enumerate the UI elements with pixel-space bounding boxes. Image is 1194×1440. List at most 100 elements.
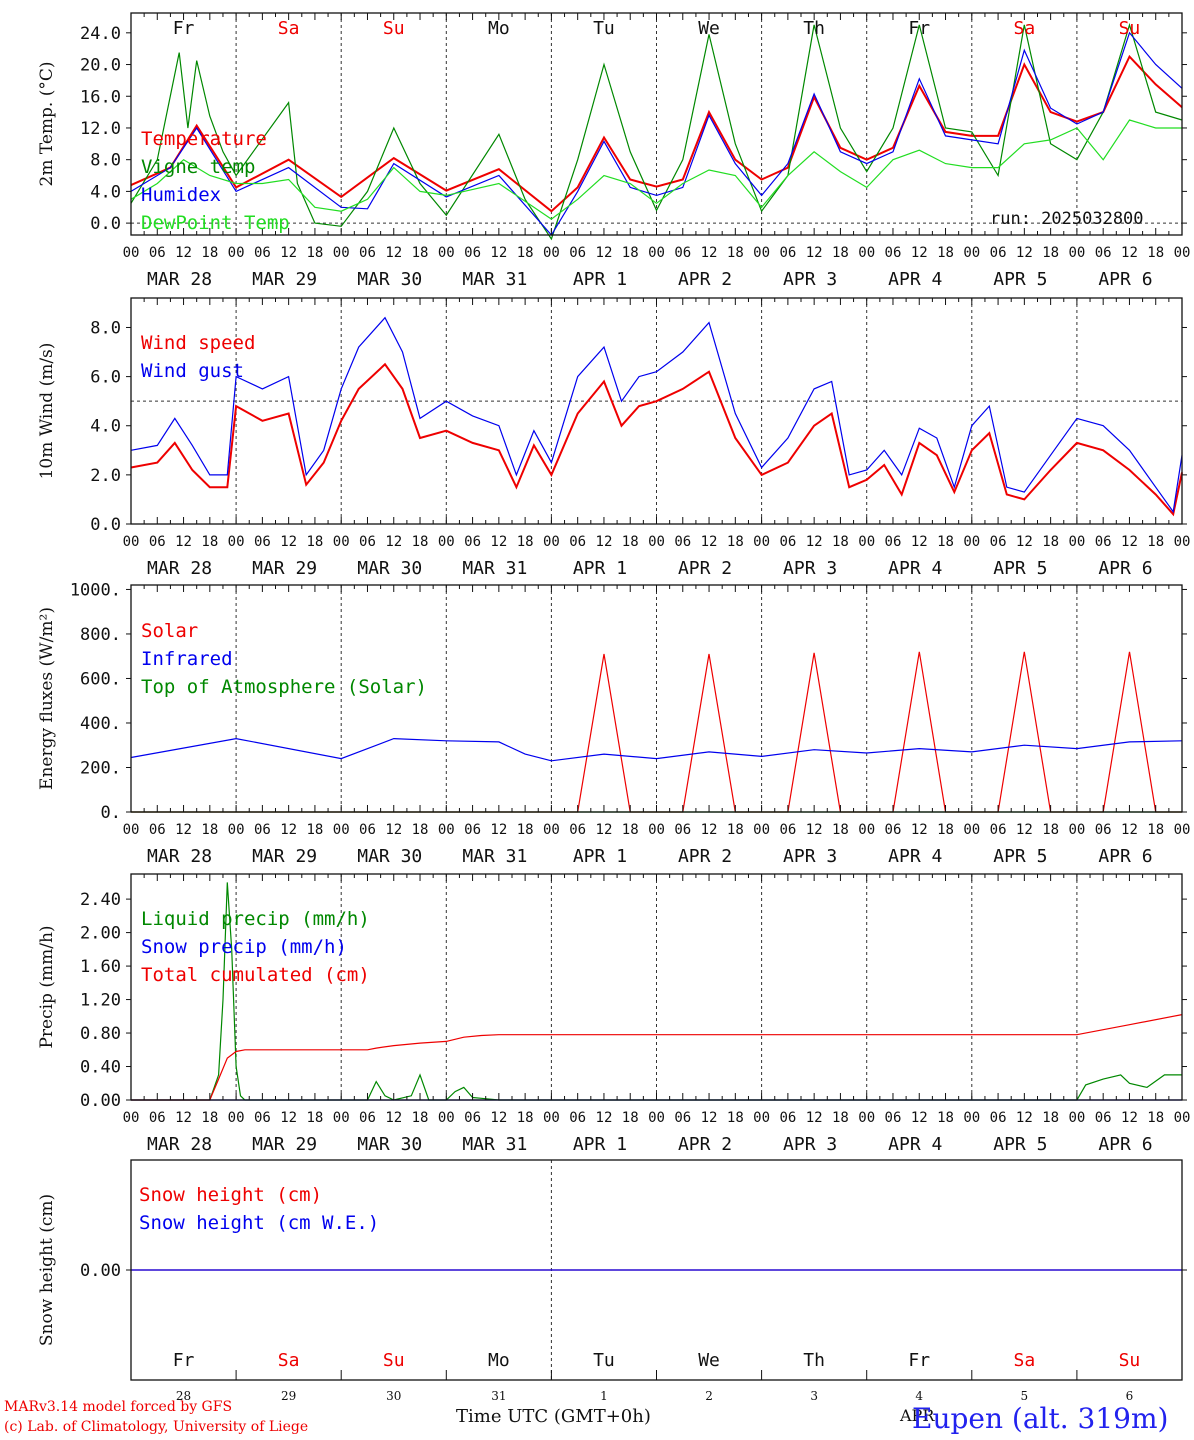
- hour-label: 12: [701, 822, 718, 838]
- hour-label: 12: [280, 534, 297, 550]
- hour-label: 12: [385, 822, 402, 838]
- date-label: MAR 29: [252, 846, 317, 867]
- hour-label: 06: [779, 245, 796, 261]
- date-number-label: 3: [810, 1389, 818, 1403]
- hour-label: 00: [123, 534, 140, 550]
- hour-label: 06: [149, 534, 166, 550]
- hour-label: 18: [412, 822, 429, 838]
- weekday-label: Su: [383, 1350, 405, 1371]
- hour-label: 00: [1068, 245, 1085, 261]
- hour-label: 18: [1147, 245, 1164, 261]
- hour-label: 00: [963, 1110, 980, 1126]
- hour-label: 18: [517, 822, 534, 838]
- legend-entry: Wind speed: [141, 332, 255, 354]
- date-label: APR 1: [573, 846, 627, 867]
- weekday-label: Su: [1119, 1350, 1141, 1371]
- date-label: APR 2: [678, 1134, 732, 1155]
- hour-label: 12: [490, 245, 507, 261]
- hour-label: 00: [1068, 1110, 1085, 1126]
- y-tick-label: 4.0: [90, 182, 121, 202]
- hour-label: 12: [1016, 1110, 1033, 1126]
- hour-label: 18: [622, 245, 639, 261]
- hour-label: 18: [622, 822, 639, 838]
- hour-label: 00: [858, 245, 875, 261]
- y-tick-label: 600.: [80, 669, 121, 689]
- panel-4: 0.00 0.40 0.80 1.20 1.60 2.00 2.40 Precip (mm/h…: [37, 873, 1190, 1155]
- hour-label: 00: [1174, 822, 1191, 838]
- hour-label: 12: [490, 822, 507, 838]
- hour-label: 18: [1042, 1110, 1059, 1126]
- series-line-3-2: [130, 737, 1183, 762]
- y-tick-label: 200.: [80, 758, 121, 778]
- hour-label: 12: [490, 534, 507, 550]
- hour-label: 06: [885, 1110, 902, 1126]
- y-tick-label: 2.0: [90, 466, 121, 486]
- hour-label: 00: [123, 1110, 140, 1126]
- date-label: MAR 29: [252, 558, 317, 579]
- hour-label: 12: [911, 534, 928, 550]
- hour-label: 00: [543, 245, 560, 261]
- hour-label: 06: [569, 822, 586, 838]
- hour-label: 12: [596, 534, 613, 550]
- hour-label: 00: [438, 245, 455, 261]
- date-label: APR 5: [993, 558, 1047, 579]
- hour-label: 18: [937, 245, 954, 261]
- hour-label: 06: [674, 534, 691, 550]
- hour-label: 12: [175, 534, 192, 550]
- hour-label: 06: [779, 822, 796, 838]
- hour-label: 18: [412, 534, 429, 550]
- weekday-label: Su: [1119, 18, 1141, 39]
- date-number-label: 5: [1021, 1389, 1029, 1403]
- hour-label: 06: [990, 1110, 1007, 1126]
- hour-label: 18: [1042, 822, 1059, 838]
- legend-entry: Top of Atmosphere (Solar): [141, 676, 427, 698]
- series-line-1-4: [130, 119, 1182, 220]
- hour-label: 18: [517, 245, 534, 261]
- y-tick-label: 20.0: [80, 56, 121, 76]
- hour-label: 18: [306, 245, 323, 261]
- hour-label: 12: [596, 822, 613, 838]
- date-number-label: 1: [600, 1389, 608, 1403]
- date-label: APR 3: [783, 558, 837, 579]
- hour-label: 12: [806, 245, 823, 261]
- weekday-label: Fr: [173, 1350, 195, 1371]
- hour-label: 12: [911, 822, 928, 838]
- hour-label: 00: [543, 534, 560, 550]
- hour-label: 12: [385, 1110, 402, 1126]
- y-tick-label: 24.0: [80, 24, 121, 44]
- hour-label: 18: [1042, 245, 1059, 261]
- hour-label: 00: [1068, 534, 1085, 550]
- hour-label: 00: [333, 822, 350, 838]
- weekday-label: Mo: [488, 18, 510, 39]
- panel-1: 0.0 4.0 8.0 12.0 16.0 20.0 24.0 2m Temp. (°C) Te…: [37, 12, 1190, 290]
- hour-label: 06: [254, 245, 271, 261]
- x-axis-title: Time UTC (GMT+0h): [456, 1406, 651, 1427]
- weekday-label: Tu: [593, 18, 615, 39]
- weekday-label: Sa: [278, 18, 300, 39]
- y-tick-label: 12.0: [80, 119, 121, 139]
- hour-label: 06: [254, 822, 271, 838]
- hour-label: 18: [412, 1110, 429, 1126]
- weekday-label: Sa: [1014, 1350, 1036, 1371]
- hour-label: 12: [701, 534, 718, 550]
- hour-label: 00: [333, 534, 350, 550]
- hour-label: 18: [1147, 1110, 1164, 1126]
- series-line-2-2: [130, 316, 1183, 514]
- weekday-label: Th: [803, 1350, 825, 1371]
- date-label: APR 4: [888, 846, 942, 867]
- hour-label: 00: [333, 1110, 350, 1126]
- date-number-label: 6: [1126, 1389, 1134, 1403]
- hour-label: 12: [701, 245, 718, 261]
- hour-label: 06: [464, 245, 481, 261]
- date-label: APR 1: [573, 1134, 627, 1155]
- hour-label: 06: [569, 245, 586, 261]
- hour-label: 18: [937, 1110, 954, 1126]
- date-label: APR 2: [678, 269, 732, 290]
- y-tick-label: 0.40: [80, 1058, 121, 1078]
- panel-2: 0.0 2.0 4.0 6.0 8.0 10m Wind (m/s) Wind speed W…: [37, 297, 1190, 579]
- hour-label: 06: [674, 245, 691, 261]
- y-axis-title: 10m Wind (m/s): [37, 343, 57, 480]
- hour-label: 12: [596, 1110, 613, 1126]
- hour-label: 12: [490, 1110, 507, 1126]
